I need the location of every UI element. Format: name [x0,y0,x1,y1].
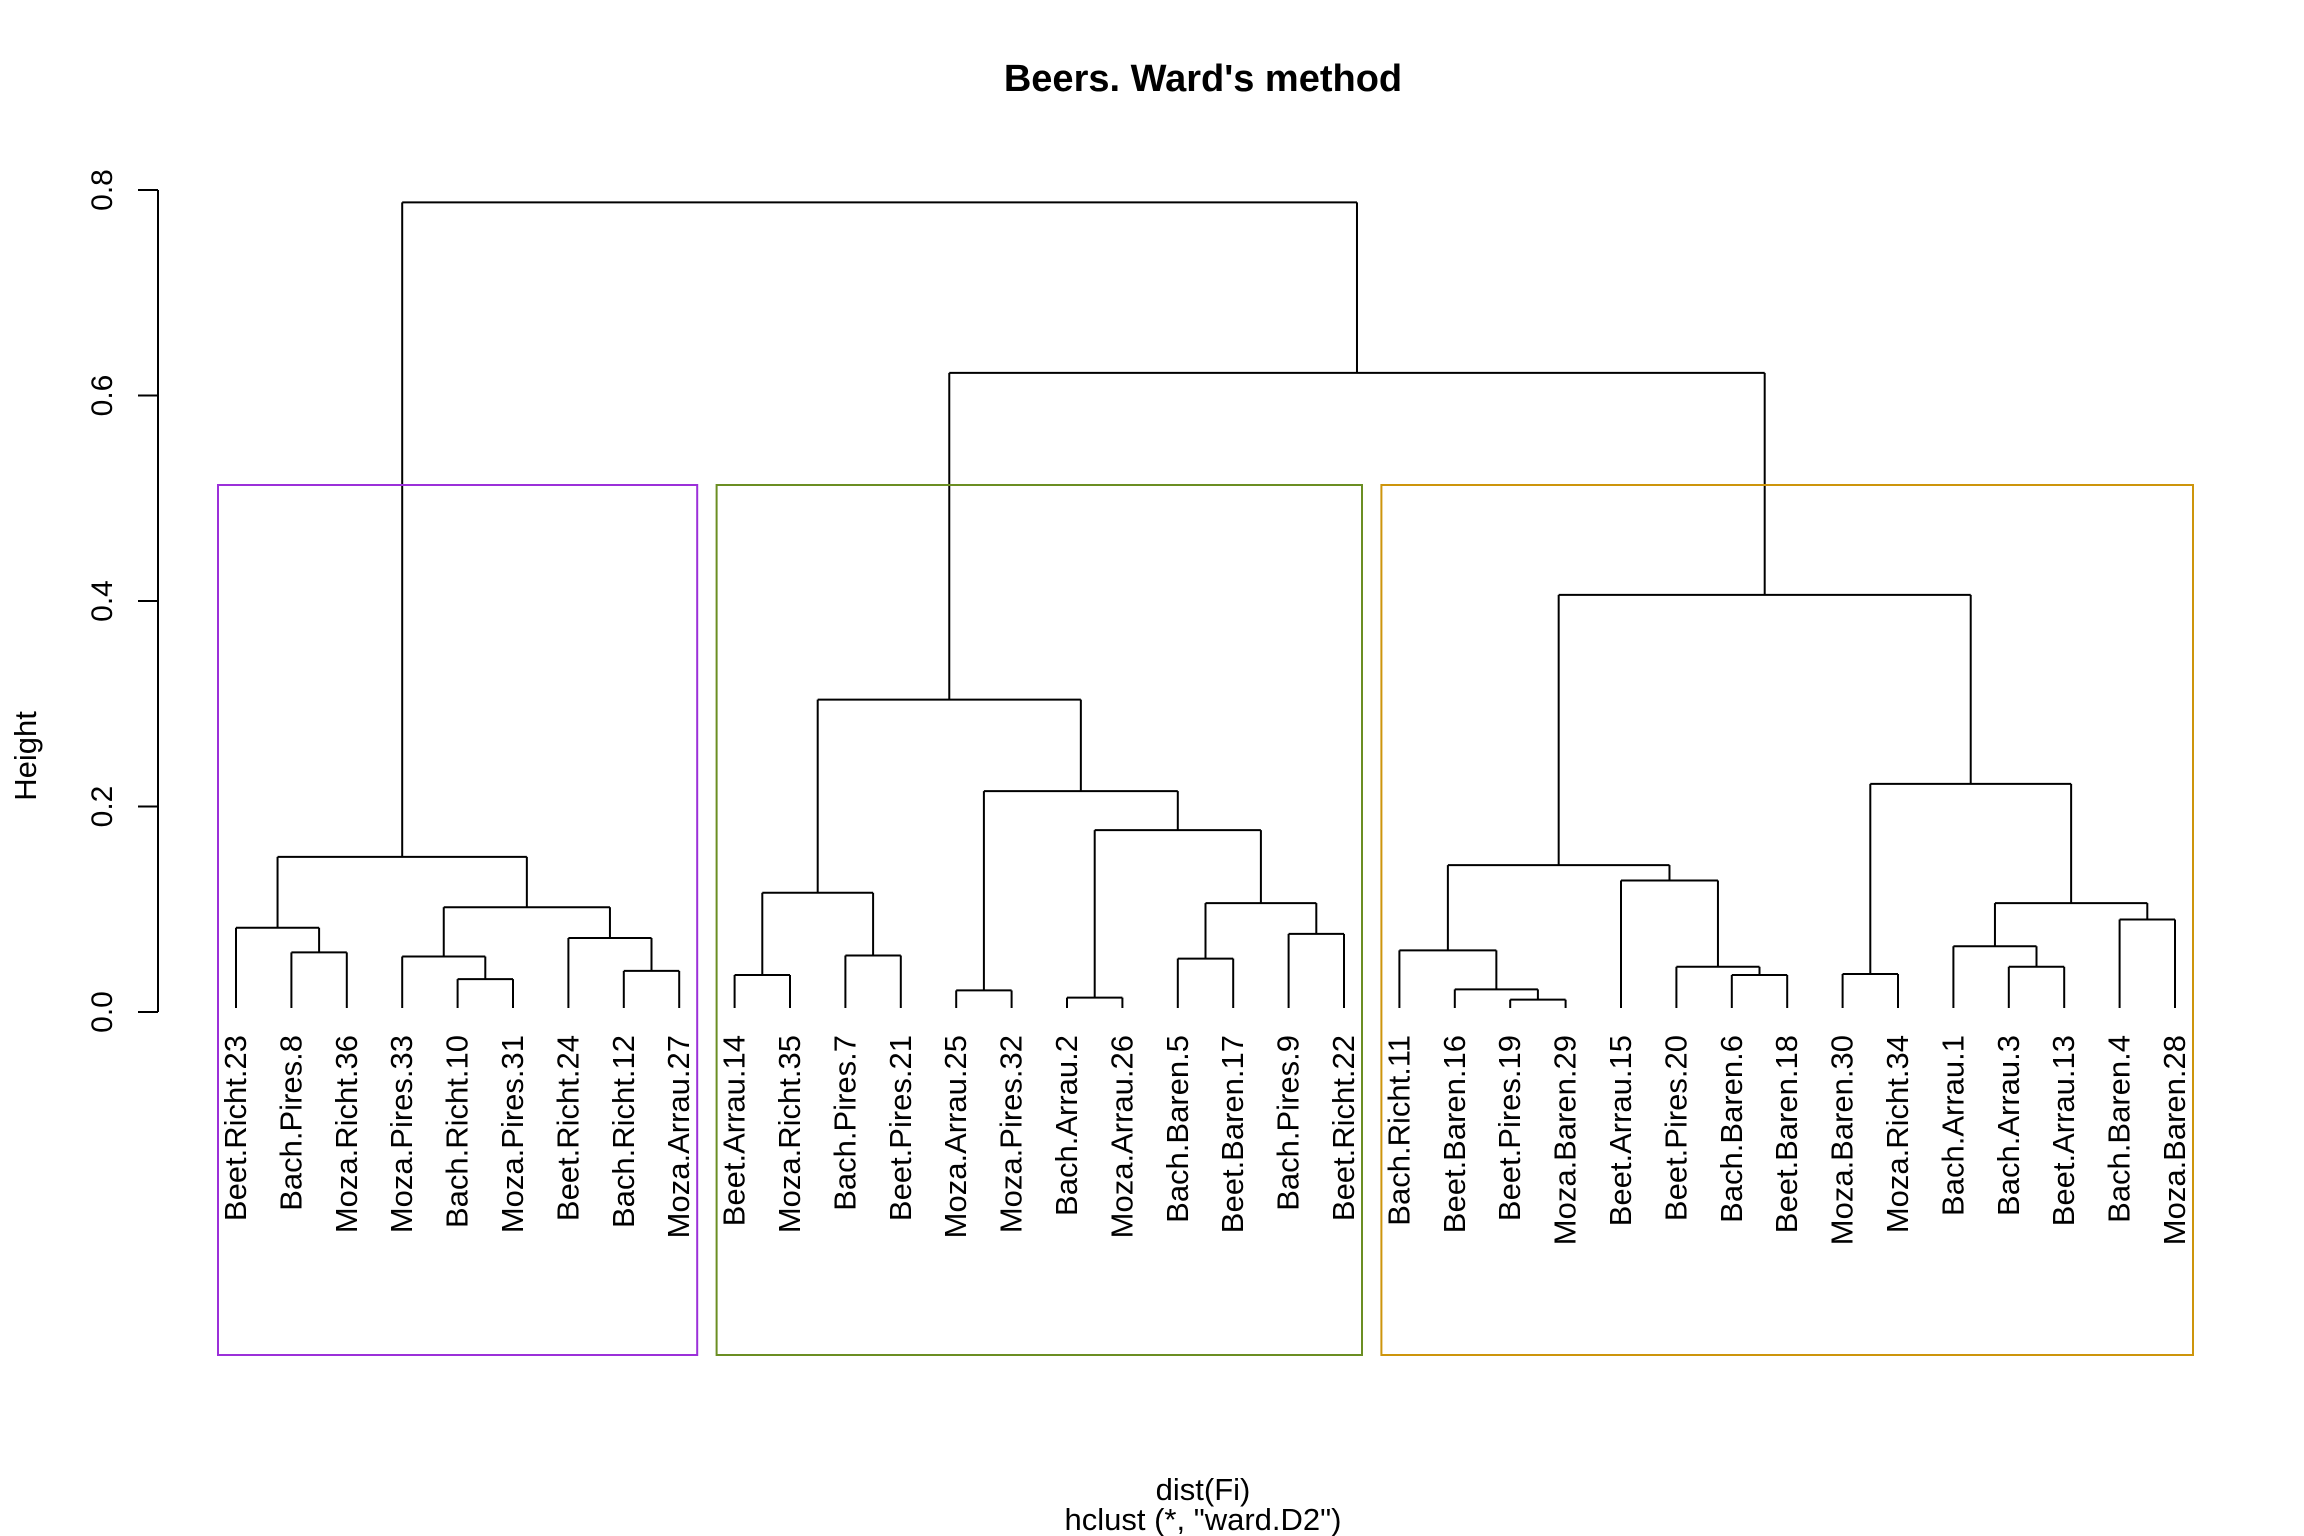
leaf-label: Bach.Richt.12 [606,1035,641,1228]
leaf-label: Moza.Pires.32 [994,1035,1029,1233]
leaf-label: Bach.Pires.7 [827,1035,862,1211]
x-axis-title: dist(Fi) [1156,1472,1251,1507]
y-tick-label: 0.8 [86,169,119,211]
cluster-boxes [217,484,2194,1356]
method-subtitle: hclust (*, "ward.D2") [1065,1502,1342,1536]
y-axis-title: Height [8,711,43,801]
leaf-label: Beet.Baren.17 [1215,1035,1250,1233]
leaf-label: Bach.Pires.9 [1271,1035,1306,1211]
leaf-label: Bach.Arrau.3 [1991,1035,2026,1216]
leaf-label: Moza.Arrau.25 [938,1035,973,1238]
leaf-label: Bach.Richt.10 [440,1035,475,1228]
leaf-label: Bach.Pires.8 [273,1035,308,1211]
y-tick-label: 0.4 [86,580,119,622]
y-tick-label: 0.6 [86,375,119,417]
leaf-label: Beet.Baren.16 [1437,1035,1472,1233]
cluster-box [1380,484,2194,1356]
leaf-label: Moza.Arrau.27 [661,1035,696,1238]
leaf-label: Beet.Arrau.15 [1603,1035,1638,1226]
leaf-label: Beet.Baren.18 [1769,1035,1804,1233]
chart-title: Beers. Ward's method [1004,58,1402,100]
cluster-box [715,484,1363,1356]
leaf-label: Moza.Pires.33 [384,1035,419,1233]
leaf-label: Moza.Richt.36 [329,1035,364,1233]
leaf-label: Beet.Arrau.13 [2046,1035,2081,1226]
leaf-label: Bach.Arrau.2 [1049,1035,1084,1216]
leaf-label: Bach.Baren.6 [1714,1035,1749,1223]
leaf-label: Moza.Richt.34 [1880,1035,1915,1233]
leaf-label: Beet.Arrau.14 [717,1035,752,1226]
leaf-label: Beet.Richt.24 [550,1035,585,1221]
leaf-label: Bach.Arrau.1 [1935,1035,1970,1216]
y-tick-label: 0.0 [86,991,119,1033]
leaf-label: Bach.Richt.11 [1381,1035,1416,1226]
leaf-label: Moza.Baren.30 [1825,1035,1860,1245]
y-tick-label: 0.2 [86,786,119,828]
leaf-label: Beet.Pires.21 [883,1035,918,1221]
leaf-label: Moza.Richt.35 [772,1035,807,1233]
leaf-label: Bach.Baren.5 [1160,1035,1195,1223]
leaf-labels: Beet.Richt.23 Bach.Pires.8 Moza.Richt.36 Mo… [218,1035,2192,1245]
leaf-label: Beet.Pires.19 [1492,1035,1527,1221]
y-axis: 0.0 0.2 0.4 0.6 0.8 [86,169,159,1033]
dendrogram-links [235,201,2176,1008]
leaf-label: Beet.Pires.20 [1658,1035,1693,1221]
leaf-label: Bach.Baren.4 [2102,1035,2137,1223]
leaf-label: Beet.Richt.23 [218,1035,253,1221]
leaf-label: Moza.Baren.29 [1548,1035,1583,1245]
leaf-label: Moza.Baren.28 [2157,1035,2192,1245]
leaf-label: Moza.Arrau.26 [1104,1035,1139,1238]
leaf-label: Moza.Pires.31 [495,1035,530,1233]
leaf-label: Beet.Richt.22 [1326,1035,1361,1221]
cluster-box [217,484,699,1356]
